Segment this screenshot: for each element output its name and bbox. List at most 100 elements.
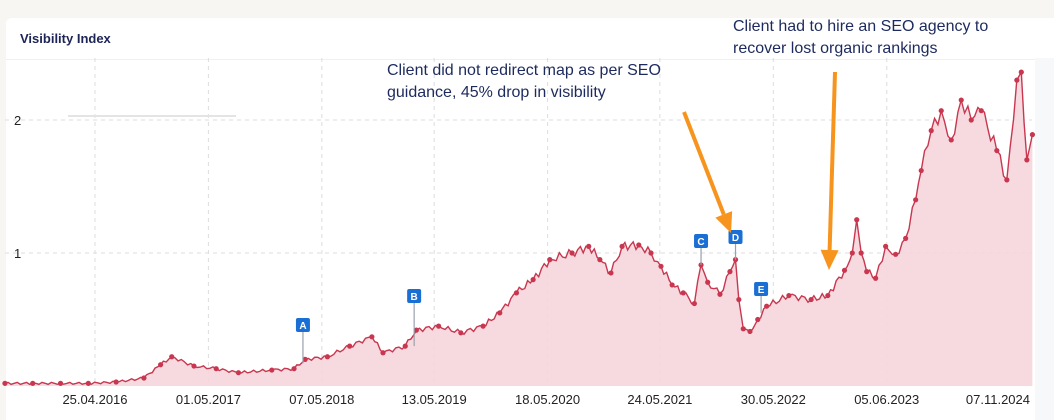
data-point <box>480 323 486 329</box>
annotation-line: recover lost organic rankings <box>733 40 938 57</box>
scroll-strip <box>1035 58 1054 420</box>
data-point <box>740 326 746 332</box>
data-point <box>85 380 91 386</box>
data-point <box>636 242 642 248</box>
data-point <box>854 217 860 223</box>
data-point <box>873 275 879 281</box>
data-point <box>978 108 984 114</box>
event-marker-e[interactable]: E <box>754 282 769 313</box>
data-point <box>691 300 697 307</box>
marker-badge <box>694 234 709 248</box>
x-tick-label: 01.05.2017 <box>176 392 241 407</box>
data-point <box>680 290 686 296</box>
event-marker-b[interactable]: B <box>407 289 422 347</box>
marker-badge <box>754 282 769 296</box>
data-point <box>436 323 442 329</box>
data-point <box>928 128 934 134</box>
data-point <box>235 370 242 376</box>
data-point <box>918 167 924 174</box>
data-point <box>825 292 831 299</box>
x-tick-label: 07.11.2024 <box>966 392 1030 407</box>
data-point <box>497 310 503 316</box>
data-point <box>513 290 520 296</box>
data-point <box>402 343 408 349</box>
data-point <box>717 291 723 297</box>
event-marker-d[interactable]: D <box>728 230 743 260</box>
data-point <box>808 296 814 303</box>
data-point <box>883 243 889 249</box>
data-point <box>347 343 353 349</box>
data-point <box>903 235 909 241</box>
legend-bar <box>68 115 236 117</box>
data-point <box>413 327 419 333</box>
area-fill <box>4 72 1033 386</box>
data-point <box>864 269 870 275</box>
data-point <box>324 354 331 360</box>
data-point <box>958 97 964 103</box>
annotation-line: Client did not redirect map as per SEO <box>387 62 661 79</box>
data-point <box>755 316 761 323</box>
data-point <box>968 117 974 123</box>
arrow-shaft <box>827 71 837 251</box>
data-point <box>2 380 8 386</box>
data-point <box>858 250 864 256</box>
data-point <box>1004 177 1010 183</box>
data-point <box>547 257 553 263</box>
data-point <box>213 366 219 372</box>
data-point <box>191 363 197 369</box>
annotation-redirect: Client did not redirect map as per SEO g… <box>387 60 661 104</box>
data-point <box>586 243 592 249</box>
marker-label: E <box>758 285 765 296</box>
annotation-agency: Client had to hire an SEO agency to reco… <box>733 16 988 60</box>
y-tick-label: 1 <box>14 246 21 261</box>
data-point <box>269 367 275 373</box>
event-marker-a[interactable]: A <box>295 318 310 364</box>
data-point <box>648 250 654 256</box>
card-title: Visibility Index <box>20 31 111 46</box>
data-point <box>369 334 375 340</box>
data-point <box>608 270 614 276</box>
x-tick-label: 24.05.2021 <box>627 392 692 407</box>
y-tick-label: 2 <box>14 113 21 128</box>
header-divider <box>6 59 1054 60</box>
data-point <box>658 263 664 269</box>
data-point <box>57 380 64 386</box>
data-point <box>1014 77 1020 83</box>
data-point <box>158 362 164 368</box>
data-point <box>569 250 575 256</box>
x-tick-label: 05.06.2023 <box>854 392 919 407</box>
data-point <box>291 366 297 372</box>
data-point <box>669 282 675 288</box>
x-tick-label: 18.05.2020 <box>515 392 580 407</box>
data-point <box>1029 132 1036 138</box>
data-point <box>458 330 464 336</box>
data-point <box>948 137 954 143</box>
data-point <box>619 243 625 249</box>
annotation-line: guidance, 45% drop in visibility <box>387 84 606 101</box>
data-point <box>841 267 848 273</box>
x-tick-label: 30.05.2022 <box>741 392 806 407</box>
data-point <box>30 380 36 386</box>
arrow-redirect-icon <box>682 111 733 233</box>
event-marker-c[interactable]: C <box>694 234 709 265</box>
arrow-agency-icon <box>820 71 839 270</box>
marker-label: C <box>697 237 704 248</box>
marker-badge <box>728 230 743 244</box>
data-point <box>747 328 753 335</box>
x-tick-label: 25.04.2016 <box>62 392 127 407</box>
data-point <box>302 356 308 362</box>
series-line <box>4 69 1034 386</box>
data-point <box>736 296 742 303</box>
annotation-line: Client had to hire an SEO agency to <box>733 18 989 35</box>
data-point <box>727 269 733 275</box>
data-point <box>141 375 147 381</box>
data-point <box>705 279 711 285</box>
data-point <box>938 108 944 114</box>
marker-label: A <box>299 321 306 332</box>
x-tick-label: 13.05.2019 <box>402 392 467 407</box>
data-point <box>786 292 792 299</box>
data-point <box>994 147 1000 154</box>
data-point <box>530 277 536 283</box>
data-point <box>913 197 919 203</box>
